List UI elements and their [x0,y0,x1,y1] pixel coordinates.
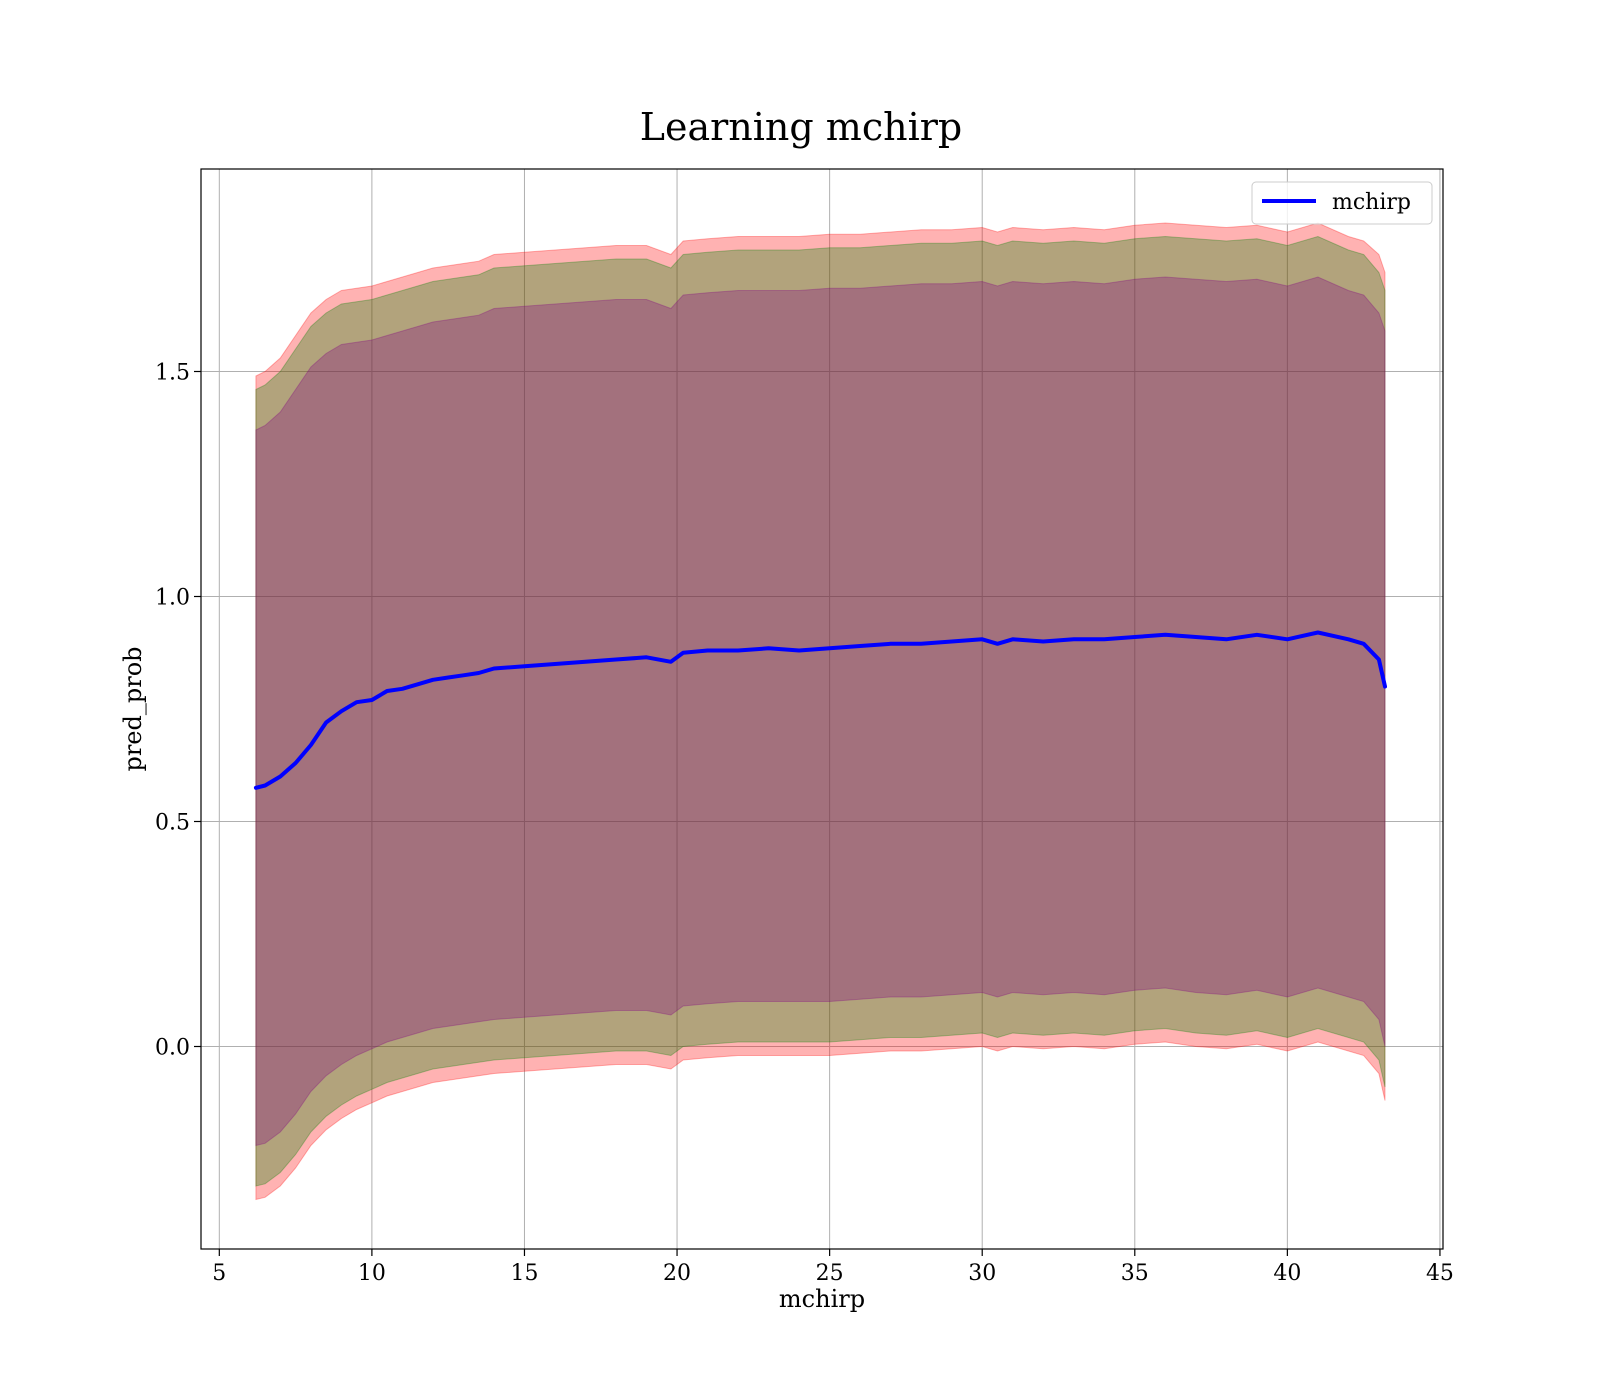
legend: mchirp [1251,181,1433,225]
x-tick-label: 45 [1426,1261,1454,1286]
x-tick-label: 25 [816,1261,844,1286]
x-tick-label: 40 [1273,1261,1301,1286]
y-tick-label: 0.5 [155,811,190,836]
plot-frame [200,168,1444,1250]
axis-ticks: 5 10 15 20 25 30 35 40 45 0.0 0.5 1.0 1.5 [155,361,1454,1287]
legend-label: mchirp [1332,190,1411,215]
confidence-band [255,276,1386,1147]
confidence-band [255,235,1386,1187]
chart-title: Learning mchirp [640,105,962,149]
x-tick-label: 10 [358,1261,386,1286]
x-axis-label: mchirp [779,1285,865,1313]
series-lines [253,630,1387,790]
x-tick-label: 30 [968,1261,996,1286]
y-axis-label: pred_prob [119,646,147,771]
confidence-bands [255,222,1386,1201]
y-tick-label: 1.0 [155,586,190,611]
series-line-mchirp [253,630,1387,790]
legend-box [1251,181,1433,225]
x-tick-label: 20 [663,1261,691,1286]
x-tick-label: 5 [212,1261,226,1286]
y-tick-label: 1.5 [155,361,190,386]
grid-lines [201,169,1443,1249]
confidence-band [255,222,1386,1201]
y-tick-label: 0.0 [155,1036,190,1061]
x-tick-label: 15 [510,1261,538,1286]
x-tick-label: 35 [1121,1261,1149,1286]
